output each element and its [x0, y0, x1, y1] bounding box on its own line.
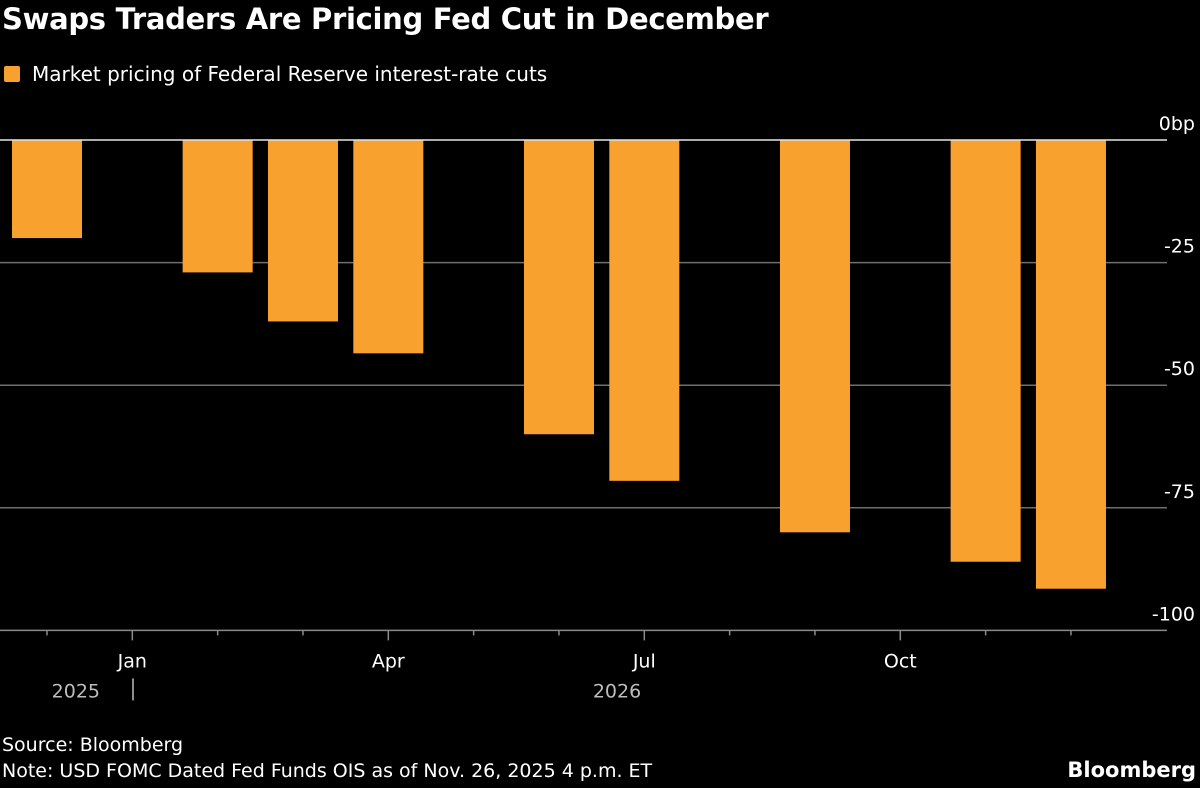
y-tick-label: -100 — [1152, 603, 1195, 625]
source-note: Source: Bloomberg — [2, 734, 184, 756]
bar — [950, 140, 1021, 562]
y-tick-label: -25 — [1164, 236, 1195, 258]
bar-chart: 0bp -25 -50 -75 -100 Jan Apr Jul Oct 2025 2026 — [0, 113, 1195, 702]
bar — [609, 140, 680, 481]
x-tick-label: Oct — [884, 650, 917, 672]
y-tick-label: -50 — [1164, 358, 1195, 380]
bar — [12, 140, 82, 239]
footnote: Note: USD FOMC Dated Fed Funds OIS as of… — [2, 760, 653, 782]
legend: Market pricing of Federal Reserve intere… — [4, 62, 547, 86]
bloomberg-logo: Bloomberg — [1067, 758, 1196, 782]
legend-swatch — [4, 66, 20, 82]
x-tick-label: Jul — [632, 650, 656, 672]
bar — [267, 140, 338, 322]
x-tick-label: Apr — [372, 650, 405, 672]
bar — [523, 140, 594, 435]
y-tick-label: -75 — [1164, 481, 1195, 503]
year-label: 2025 — [52, 680, 100, 702]
chart-title: Swaps Traders Are Pricing Fed Cut in Dec… — [2, 2, 769, 36]
legend-label: Market pricing of Federal Reserve intere… — [32, 62, 548, 86]
x-tick-label: Jan — [117, 650, 147, 672]
y-tick-label: 0bp — [1159, 113, 1195, 135]
bar — [779, 140, 850, 533]
bar — [353, 140, 424, 354]
bar — [182, 140, 253, 273]
year-label: 2026 — [593, 680, 641, 702]
bar — [1035, 140, 1106, 589]
